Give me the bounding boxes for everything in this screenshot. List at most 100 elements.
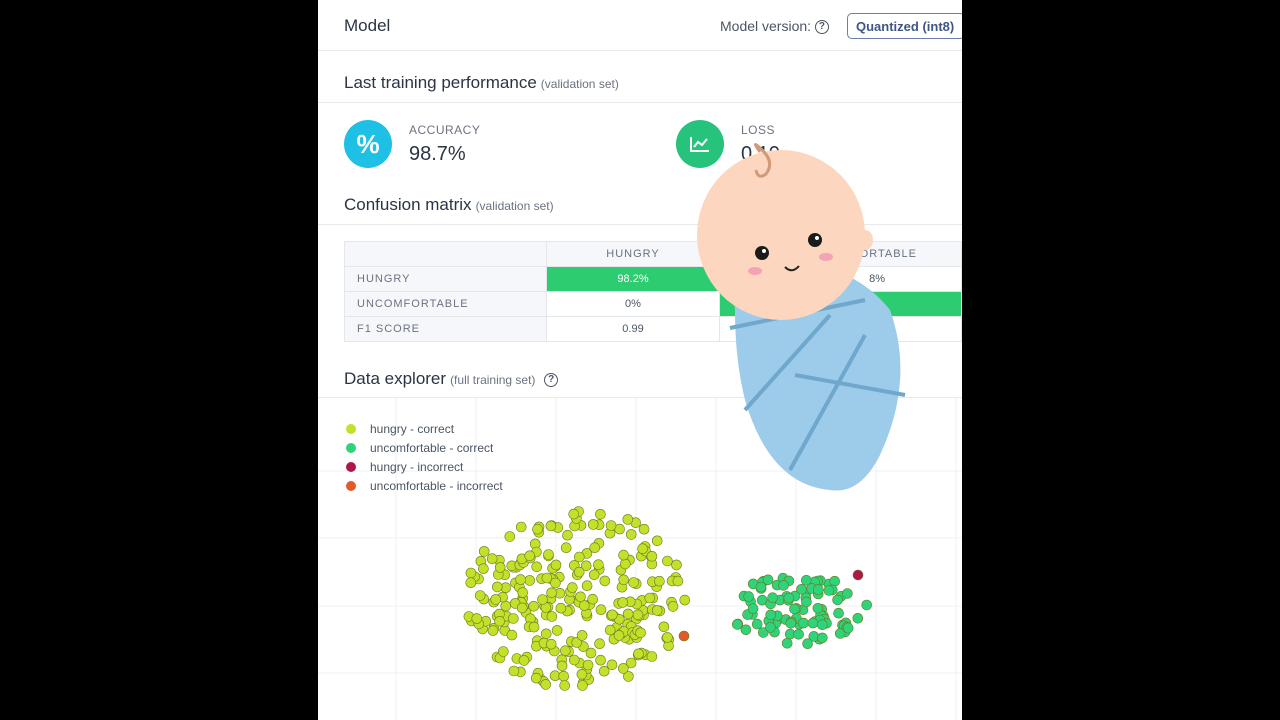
scatter-point[interactable] — [654, 575, 665, 587]
scatter-point[interactable] — [551, 625, 563, 636]
scatter-point[interactable] — [625, 529, 637, 540]
scatter-point[interactable] — [550, 559, 562, 571]
scatter-point[interactable] — [671, 559, 682, 571]
scatter-point[interactable] — [598, 665, 610, 677]
scatter-point[interactable] — [740, 624, 752, 636]
scatter-point[interactable] — [465, 567, 477, 579]
scatter-point[interactable] — [789, 603, 800, 615]
scatter-point[interactable] — [524, 575, 535, 586]
scatter-point[interactable] — [646, 651, 658, 662]
scatter-point[interactable] — [755, 581, 767, 593]
scatter-point[interactable] — [555, 602, 567, 614]
scatter-point[interactable] — [508, 665, 520, 677]
scatter-point[interactable] — [731, 619, 743, 630]
scatter-point[interactable] — [667, 601, 679, 612]
scatter-point[interactable] — [573, 551, 585, 563]
scatter-point[interactable] — [637, 543, 648, 554]
scatter-point[interactable] — [632, 609, 644, 621]
scatter-point[interactable] — [571, 637, 583, 648]
scatter-point[interactable] — [823, 585, 835, 596]
scatter-point[interactable] — [651, 605, 663, 616]
scatter-point[interactable] — [494, 562, 506, 573]
scatter-point[interactable] — [625, 657, 637, 669]
scatter-point[interactable] — [562, 529, 573, 541]
scatter-point[interactable] — [588, 569, 600, 581]
scatter-point[interactable] — [651, 535, 663, 547]
scatter-point[interactable] — [543, 549, 554, 560]
scatter-point[interactable] — [585, 647, 597, 659]
scatter-point[interactable] — [581, 580, 593, 591]
scatter-point[interactable] — [778, 580, 789, 591]
scatter-point[interactable] — [595, 654, 606, 666]
scatter-point[interactable] — [560, 542, 572, 553]
legend-item[interactable]: hungry - incorrect — [346, 460, 463, 474]
scatter-point[interactable] — [487, 625, 499, 636]
scatter-point[interactable] — [576, 630, 588, 641]
scatter-point[interactable] — [807, 617, 819, 629]
scatter-point[interactable] — [793, 629, 804, 640]
scatter-point[interactable] — [516, 602, 528, 614]
scatter-point[interactable] — [829, 575, 841, 587]
scatter-point[interactable] — [530, 672, 542, 684]
help-icon[interactable]: ? — [814, 20, 829, 35]
scatter-point[interactable] — [508, 613, 519, 624]
scatter-point[interactable] — [842, 588, 853, 599]
scatter-point[interactable] — [604, 624, 616, 636]
scatter-point[interactable] — [833, 607, 844, 619]
scatter-point[interactable] — [618, 549, 629, 561]
scatter-point[interactable] — [567, 582, 578, 593]
scatter-point[interactable] — [500, 600, 512, 612]
scatter-point[interactable] — [541, 572, 553, 584]
scatter-point[interactable] — [638, 523, 650, 535]
scatter-point[interactable] — [556, 660, 568, 672]
scatter-point[interactable] — [518, 655, 530, 666]
scatter-point[interactable] — [796, 584, 807, 595]
model-version-button[interactable]: Quantized (int8) — [847, 13, 962, 39]
scatter-point[interactable] — [580, 560, 592, 572]
scatter-point[interactable] — [582, 659, 594, 671]
scatter-point[interactable] — [524, 550, 535, 562]
data-explorer-scatter[interactable] — [318, 398, 962, 720]
scatter-point[interactable] — [852, 613, 864, 624]
scatter-point[interactable] — [568, 508, 579, 520]
scatter-point[interactable] — [550, 577, 561, 589]
scatter-point[interactable] — [595, 604, 607, 615]
scatter-point[interactable] — [587, 519, 599, 530]
scatter-point[interactable] — [486, 553, 498, 564]
scatter-point[interactable] — [646, 551, 658, 562]
scatter-point[interactable] — [478, 546, 490, 557]
scatter-point[interactable] — [842, 622, 854, 634]
scatter-point[interactable] — [605, 520, 617, 531]
scatter-point[interactable] — [816, 632, 828, 644]
scatter-point[interactable] — [816, 619, 828, 630]
scatter-point[interactable] — [558, 670, 569, 682]
scatter-point[interactable] — [532, 523, 543, 535]
scatter-point[interactable] — [559, 680, 570, 691]
legend-item[interactable]: uncomfortable - incorrect — [346, 479, 503, 493]
scatter-point[interactable] — [587, 593, 599, 605]
scatter-point[interactable] — [577, 680, 588, 691]
scatter-point[interactable] — [633, 648, 644, 660]
scatter-point[interactable] — [618, 574, 630, 586]
scatter-point[interactable] — [540, 679, 551, 690]
scatter-point[interactable] — [506, 629, 518, 641]
scatter-point[interactable] — [672, 575, 684, 587]
scatter-point[interactable] — [471, 613, 483, 624]
scatter-point[interactable] — [767, 592, 778, 603]
scatter-point[interactable] — [619, 558, 631, 570]
scatter-point[interactable] — [747, 603, 759, 614]
scatter-point[interactable] — [517, 587, 528, 598]
scatter-point[interactable] — [545, 638, 557, 650]
scatter-point[interactable] — [594, 638, 605, 649]
scatter-point[interactable] — [743, 591, 755, 602]
scatter-point[interactable] — [801, 596, 812, 608]
scatter-point[interactable] — [595, 509, 606, 520]
scatter-point[interactable] — [576, 668, 588, 680]
scatter-point[interactable] — [812, 584, 824, 595]
scatter-point[interactable] — [494, 616, 505, 627]
scatter-point[interactable] — [679, 594, 691, 606]
scatter-point[interactable] — [478, 563, 489, 574]
scatter-point[interactable] — [798, 617, 809, 629]
scatter-point[interactable] — [474, 590, 486, 601]
scatter-point[interactable] — [622, 608, 634, 620]
